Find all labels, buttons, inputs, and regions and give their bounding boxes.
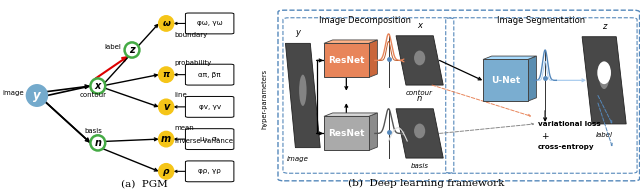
Polygon shape — [396, 36, 444, 85]
FancyBboxPatch shape — [483, 59, 528, 101]
FancyBboxPatch shape — [186, 96, 234, 117]
Text: U-Net: U-Net — [491, 76, 520, 85]
Text: ρ: ρ — [163, 167, 170, 176]
Ellipse shape — [414, 51, 425, 65]
Text: contour: contour — [79, 92, 106, 98]
Text: probability: probability — [175, 60, 212, 66]
Text: v: v — [163, 102, 170, 112]
Text: ω: ω — [162, 19, 170, 28]
Text: line: line — [175, 92, 188, 98]
FancyBboxPatch shape — [324, 43, 369, 78]
Ellipse shape — [159, 132, 173, 147]
Text: n: n — [417, 94, 422, 103]
Text: Image Decomposition: Image Decomposition — [319, 16, 411, 25]
Text: inverse variance: inverse variance — [175, 138, 233, 144]
Ellipse shape — [159, 16, 173, 31]
Ellipse shape — [414, 124, 425, 138]
Polygon shape — [396, 109, 444, 158]
Text: φρ, γρ: φρ, γρ — [198, 168, 221, 174]
Text: π: π — [163, 70, 170, 79]
Text: (b)  Deep learning framework: (b) Deep learning framework — [348, 179, 504, 188]
Ellipse shape — [159, 99, 173, 114]
FancyBboxPatch shape — [186, 64, 234, 85]
Text: x: x — [95, 81, 101, 91]
Ellipse shape — [27, 85, 47, 106]
Ellipse shape — [90, 79, 105, 94]
Polygon shape — [324, 113, 378, 116]
Text: image: image — [2, 90, 24, 96]
Polygon shape — [528, 56, 536, 101]
Text: variational loss: variational loss — [538, 121, 600, 127]
FancyBboxPatch shape — [324, 116, 369, 151]
Text: boundary: boundary — [175, 32, 208, 38]
Text: basis: basis — [84, 128, 102, 134]
Polygon shape — [324, 40, 378, 43]
Polygon shape — [369, 40, 378, 78]
Ellipse shape — [597, 61, 611, 84]
Text: z: z — [602, 22, 606, 31]
Text: x: x — [417, 21, 422, 30]
Text: n: n — [94, 138, 101, 148]
Text: ResNet: ResNet — [328, 129, 365, 138]
FancyBboxPatch shape — [186, 161, 234, 182]
Text: label: label — [104, 44, 122, 50]
Text: mean: mean — [175, 125, 195, 131]
Ellipse shape — [159, 67, 173, 82]
Text: απ, βπ: απ, βπ — [198, 72, 221, 78]
Ellipse shape — [599, 63, 609, 89]
Polygon shape — [285, 43, 320, 148]
Ellipse shape — [299, 75, 307, 106]
Text: φω, γω: φω, γω — [197, 20, 223, 26]
Text: φv, γv: φv, γv — [198, 104, 221, 110]
Polygon shape — [483, 56, 536, 59]
Polygon shape — [582, 37, 626, 124]
Text: label: label — [596, 133, 612, 138]
Text: cross-entropy: cross-entropy — [538, 144, 595, 150]
Ellipse shape — [90, 135, 105, 151]
Text: image: image — [287, 156, 309, 162]
Text: y: y — [296, 28, 300, 37]
FancyBboxPatch shape — [186, 129, 234, 150]
Text: basis: basis — [411, 163, 429, 169]
Polygon shape — [369, 113, 378, 151]
Text: z: z — [129, 45, 135, 55]
Text: ResNet: ResNet — [328, 56, 365, 65]
Text: hyper-parameters: hyper-parameters — [261, 69, 268, 129]
FancyBboxPatch shape — [186, 13, 234, 34]
Text: m: m — [161, 134, 172, 144]
Text: Image Segmentation: Image Segmentation — [497, 16, 585, 25]
Text: y: y — [33, 89, 41, 102]
Text: μ₀, σ₀: μ₀, σ₀ — [200, 136, 220, 142]
Text: contour: contour — [406, 90, 433, 96]
Text: (a)  PGM: (a) PGM — [121, 179, 168, 188]
Ellipse shape — [125, 42, 140, 57]
Text: +: + — [541, 132, 549, 141]
Ellipse shape — [159, 164, 173, 179]
